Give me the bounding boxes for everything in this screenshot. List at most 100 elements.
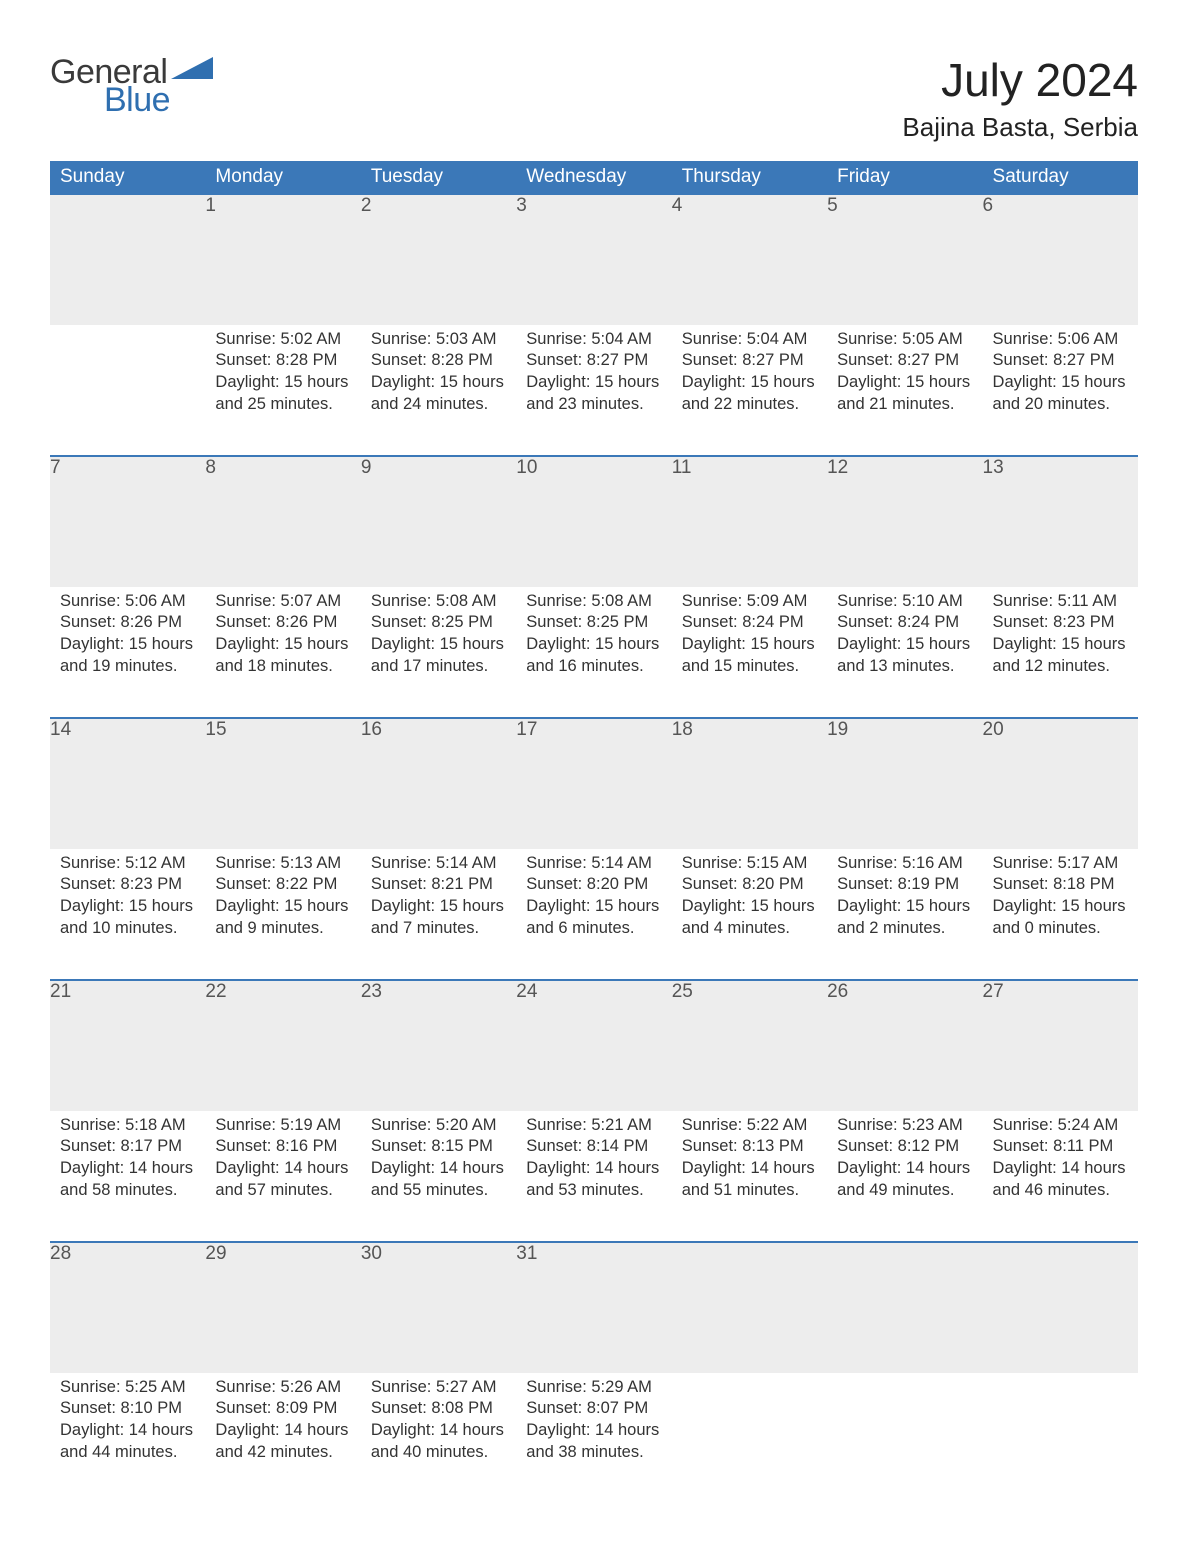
sunrise-text: Sunrise: 5:24 AM [993,1115,1128,1137]
day-cell-content: Sunrise: 5:05 AMSunset: 8:27 PMDaylight:… [827,325,982,426]
daylight-text-2: and 16 minutes. [526,656,661,678]
daylight-text-1: Daylight: 15 hours [837,634,972,656]
daylight-text-1: Daylight: 14 hours [371,1158,506,1180]
day-cell: Sunrise: 5:06 AMSunset: 8:27 PMDaylight:… [983,325,1138,456]
day-cell: Sunrise: 5:19 AMSunset: 8:16 PMDaylight:… [205,1111,360,1242]
sunrise-text: Sunrise: 5:07 AM [215,591,350,613]
day-cell: Sunrise: 5:29 AMSunset: 8:07 PMDaylight:… [516,1373,671,1503]
sunrise-text: Sunrise: 5:29 AM [526,1377,661,1399]
day-cell: Sunrise: 5:06 AMSunset: 8:26 PMDaylight:… [50,587,205,718]
sunset-text: Sunset: 8:13 PM [682,1136,817,1158]
day-number-cell: 8 [205,457,360,587]
calendar-table: Sunday Monday Tuesday Wednesday Thursday… [50,161,1138,1503]
daylight-text-1: Daylight: 15 hours [215,634,350,656]
daylight-text-1: Daylight: 15 hours [215,372,350,394]
day-number-cell: 3 [516,195,671,325]
daynum-row: 28293031 [50,1243,1138,1373]
day-cell-content: Sunrise: 5:25 AMSunset: 8:10 PMDaylight:… [50,1373,205,1474]
day-number-cell [50,195,205,325]
day-cell-content: Sunrise: 5:15 AMSunset: 8:20 PMDaylight:… [672,849,827,950]
day-number-cell: 21 [50,981,205,1111]
day-cell-content: Sunrise: 5:08 AMSunset: 8:25 PMDaylight:… [516,587,671,688]
daylight-text-2: and 44 minutes. [60,1442,195,1464]
brand-word-2: Blue [104,83,213,117]
sunset-text: Sunset: 8:11 PM [993,1136,1128,1158]
sunset-text: Sunset: 8:27 PM [682,350,817,372]
sunrise-text: Sunrise: 5:05 AM [837,329,972,351]
sunset-text: Sunset: 8:27 PM [993,350,1128,372]
daylight-text-1: Daylight: 15 hours [682,372,817,394]
day-number-cell: 20 [983,719,1138,849]
daylight-text-2: and 38 minutes. [526,1442,661,1464]
day-number-cell: 5 [827,195,982,325]
sunset-text: Sunset: 8:27 PM [526,350,661,372]
daylight-text-2: and 21 minutes. [837,394,972,416]
day-cell: Sunrise: 5:17 AMSunset: 8:18 PMDaylight:… [983,849,1138,980]
sunset-text: Sunset: 8:25 PM [526,612,661,634]
day-number-cell: 10 [516,457,671,587]
day-cell: Sunrise: 5:20 AMSunset: 8:15 PMDaylight:… [361,1111,516,1242]
day-cell-content: Sunrise: 5:26 AMSunset: 8:09 PMDaylight:… [205,1373,360,1474]
day-cell: Sunrise: 5:13 AMSunset: 8:22 PMDaylight:… [205,849,360,980]
daylight-text-2: and 53 minutes. [526,1180,661,1202]
day-cell-content: Sunrise: 5:18 AMSunset: 8:17 PMDaylight:… [50,1111,205,1212]
day-cell: Sunrise: 5:04 AMSunset: 8:27 PMDaylight:… [672,325,827,456]
day-cell [50,325,205,456]
day-cell: Sunrise: 5:12 AMSunset: 8:23 PMDaylight:… [50,849,205,980]
day-cell: Sunrise: 5:09 AMSunset: 8:24 PMDaylight:… [672,587,827,718]
sunrise-text: Sunrise: 5:19 AM [215,1115,350,1137]
sunset-text: Sunset: 8:14 PM [526,1136,661,1158]
daylight-text-1: Daylight: 14 hours [60,1420,195,1442]
day-cell: Sunrise: 5:07 AMSunset: 8:26 PMDaylight:… [205,587,360,718]
daylight-text-1: Daylight: 15 hours [371,896,506,918]
day-cell-content: Sunrise: 5:17 AMSunset: 8:18 PMDaylight:… [983,849,1138,950]
weekday-header: Friday [827,161,982,195]
day-number-cell: 19 [827,719,982,849]
sunrise-text: Sunrise: 5:06 AM [60,591,195,613]
sunset-text: Sunset: 8:07 PM [526,1398,661,1420]
daylight-text-2: and 51 minutes. [682,1180,817,1202]
sunrise-text: Sunrise: 5:18 AM [60,1115,195,1137]
day-number-cell: 27 [983,981,1138,1111]
sunset-text: Sunset: 8:16 PM [215,1136,350,1158]
day-number-cell: 4 [672,195,827,325]
week-content-row: Sunrise: 5:25 AMSunset: 8:10 PMDaylight:… [50,1373,1138,1503]
sunrise-text: Sunrise: 5:10 AM [837,591,972,613]
daylight-text-2: and 55 minutes. [371,1180,506,1202]
day-cell: Sunrise: 5:10 AMSunset: 8:24 PMDaylight:… [827,587,982,718]
brand-logo: General Blue [50,55,213,117]
daylight-text-1: Daylight: 14 hours [993,1158,1128,1180]
day-cell-content: Sunrise: 5:13 AMSunset: 8:22 PMDaylight:… [205,849,360,950]
sunset-text: Sunset: 8:12 PM [837,1136,972,1158]
sunrise-text: Sunrise: 5:14 AM [371,853,506,875]
daylight-text-1: Daylight: 15 hours [993,372,1128,394]
day-number-cell: 22 [205,981,360,1111]
weekday-header-row: Sunday Monday Tuesday Wednesday Thursday… [50,161,1138,195]
day-cell-content: Sunrise: 5:10 AMSunset: 8:24 PMDaylight:… [827,587,982,688]
day-cell-content: Sunrise: 5:14 AMSunset: 8:21 PMDaylight:… [361,849,516,950]
weekday-header: Wednesday [516,161,671,195]
day-cell: Sunrise: 5:11 AMSunset: 8:23 PMDaylight:… [983,587,1138,718]
day-number-cell [983,1243,1138,1373]
day-cell-content: Sunrise: 5:03 AMSunset: 8:28 PMDaylight:… [361,325,516,426]
day-cell: Sunrise: 5:03 AMSunset: 8:28 PMDaylight:… [361,325,516,456]
sunset-text: Sunset: 8:28 PM [215,350,350,372]
day-cell: Sunrise: 5:15 AMSunset: 8:20 PMDaylight:… [672,849,827,980]
sunrise-text: Sunrise: 5:15 AM [682,853,817,875]
day-cell: Sunrise: 5:08 AMSunset: 8:25 PMDaylight:… [361,587,516,718]
sunset-text: Sunset: 8:10 PM [60,1398,195,1420]
daylight-text-2: and 13 minutes. [837,656,972,678]
daylight-text-1: Daylight: 14 hours [60,1158,195,1180]
day-cell: Sunrise: 5:05 AMSunset: 8:27 PMDaylight:… [827,325,982,456]
day-number-cell: 15 [205,719,360,849]
sunset-text: Sunset: 8:26 PM [215,612,350,634]
daylight-text-2: and 22 minutes. [682,394,817,416]
weekday-header: Tuesday [361,161,516,195]
daylight-text-2: and 18 minutes. [215,656,350,678]
daylight-text-2: and 2 minutes. [837,918,972,940]
day-number-cell: 16 [361,719,516,849]
daylight-text-1: Daylight: 15 hours [371,372,506,394]
daylight-text-2: and 23 minutes. [526,394,661,416]
day-number-cell [672,1243,827,1373]
day-cell [827,1373,982,1503]
